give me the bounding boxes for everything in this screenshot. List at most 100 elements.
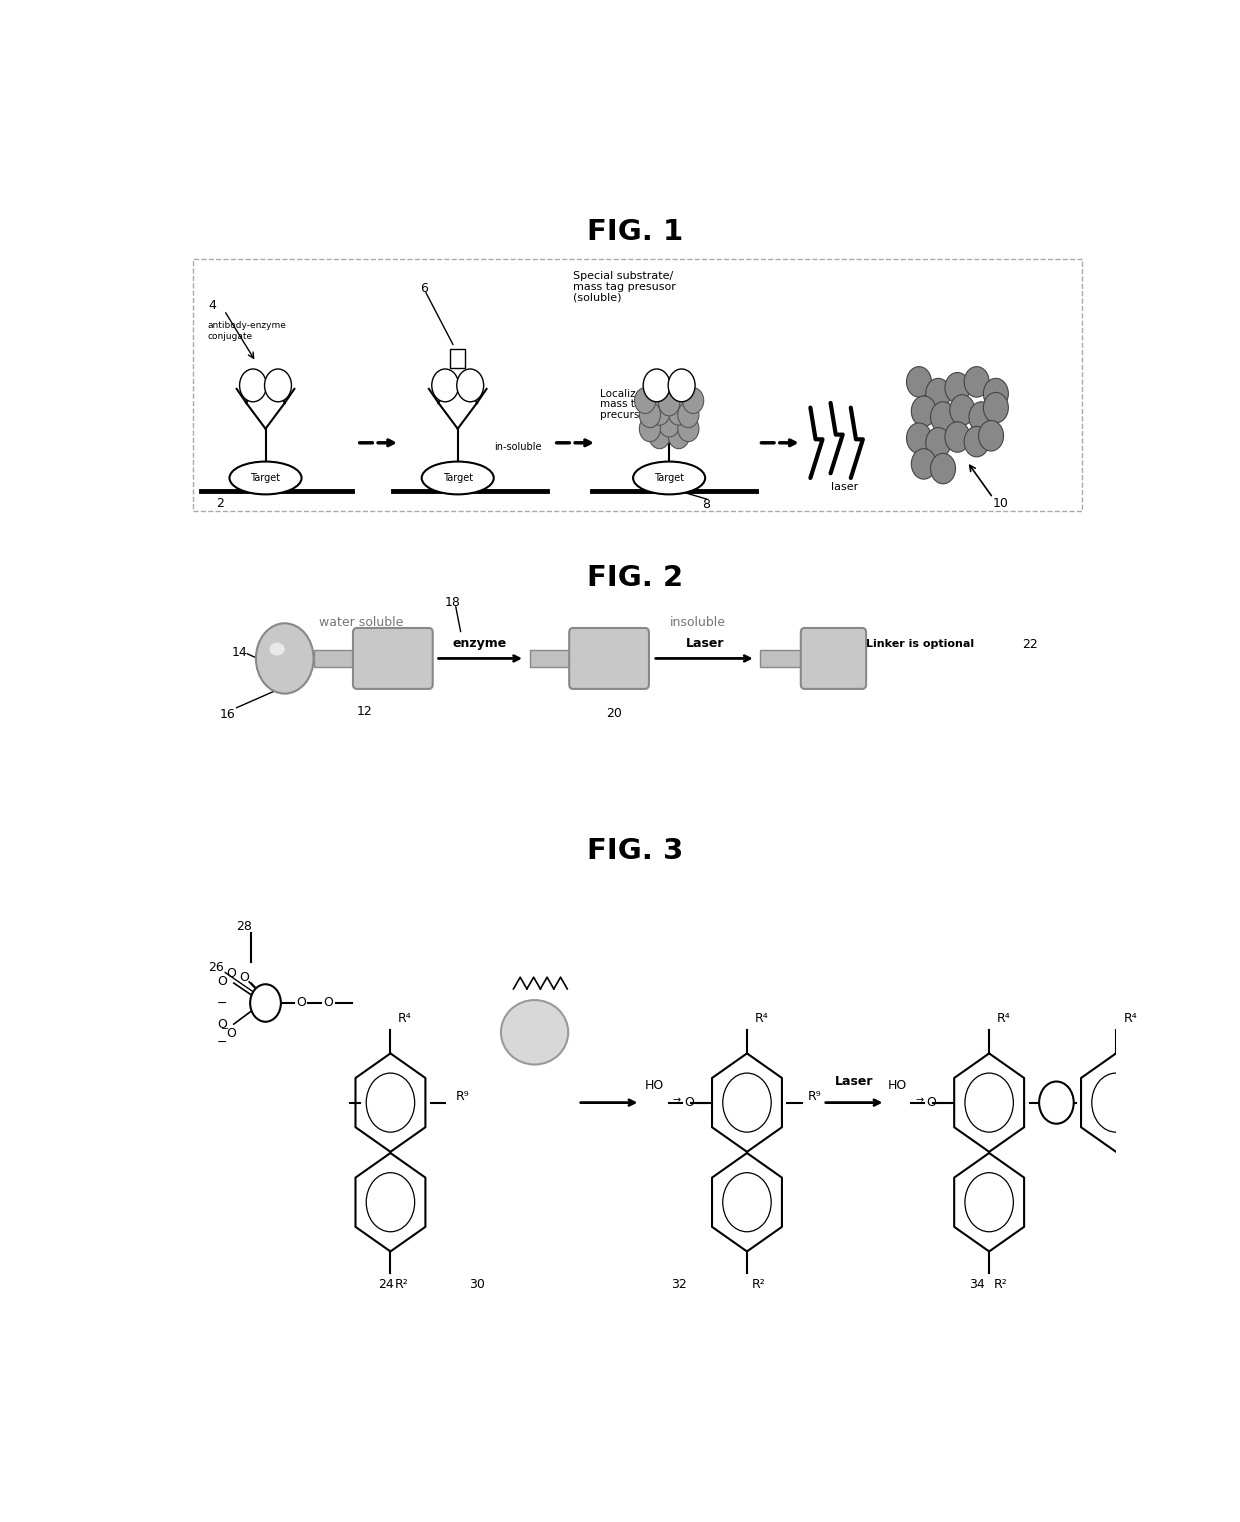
Bar [760,650,804,667]
FancyBboxPatch shape [353,629,433,689]
Text: Laser: Laser [686,636,724,650]
Text: +: + [939,412,947,422]
Text: O: O [684,1096,694,1110]
Circle shape [978,420,1003,451]
Ellipse shape [422,461,494,495]
Text: 12: 12 [357,705,372,718]
Circle shape [983,379,1008,409]
Text: +: + [987,431,996,441]
Circle shape [239,368,267,402]
Text: mass tag presusor: mass tag presusor [573,282,676,292]
Circle shape [678,416,699,441]
FancyBboxPatch shape [801,629,866,689]
Circle shape [950,394,975,425]
Circle shape [658,411,680,437]
Text: 4: 4 [208,300,217,312]
Text: O: O [226,1027,236,1040]
Text: HO: HO [888,1079,906,1091]
Text: −: − [217,1036,227,1049]
Text: Laser: Laser [836,1075,874,1088]
Ellipse shape [634,461,706,495]
Circle shape [682,388,704,414]
Circle shape [635,388,656,414]
Ellipse shape [269,642,285,656]
Text: R⁴: R⁴ [997,1012,1011,1024]
Circle shape [1039,1082,1074,1123]
Text: +: + [825,648,843,668]
Circle shape [930,454,956,484]
Bar [450,349,465,368]
Text: 10: 10 [993,498,1008,510]
Text: R⁹: R⁹ [807,1090,821,1103]
Text: →: → [673,1096,681,1105]
Text: E: E [275,380,280,390]
Circle shape [945,422,970,452]
Text: 28: 28 [237,921,252,933]
Bar [314,650,357,667]
Text: O: O [324,997,332,1009]
Text: 26: 26 [207,962,223,974]
Circle shape [911,396,936,426]
Circle shape [250,985,281,1021]
Circle shape [640,402,661,428]
Text: R²: R² [751,1278,765,1291]
Text: O: O [226,966,236,980]
Text: Localized: Localized [600,388,649,399]
Ellipse shape [501,1000,568,1064]
Text: E: E [653,380,660,390]
Text: Linker is optional: Linker is optional [866,639,975,650]
Circle shape [255,624,314,694]
Text: HO: HO [645,1079,665,1091]
Circle shape [264,368,291,402]
Text: P: P [262,998,269,1008]
Text: +: + [992,403,999,412]
Text: linker: linker [769,654,794,664]
Circle shape [965,426,990,457]
Circle shape [668,399,689,425]
Ellipse shape [229,461,301,495]
Circle shape [926,428,951,458]
Text: ⊕: ⊕ [1050,1096,1063,1110]
Circle shape [668,368,696,402]
Circle shape [649,399,670,425]
Text: O: O [296,997,306,1009]
Circle shape [965,367,990,397]
FancyBboxPatch shape [569,629,649,689]
Circle shape [945,373,970,403]
Text: mass tag/: mass tag/ [600,399,651,409]
Text: O: O [239,971,249,983]
Text: conjugate: conjugate [208,332,253,341]
Text: linker: linker [538,654,563,664]
Text: insoluble: insoluble [670,615,725,629]
Text: O: O [926,1096,936,1110]
Circle shape [649,423,670,449]
Bar [529,650,573,667]
Text: R²: R² [993,1278,1008,1291]
Text: Target: Target [250,473,280,482]
Text: in-soluble: in-soluble [495,443,542,452]
Text: +: + [934,388,942,399]
Text: O: O [217,976,227,988]
Text: −: − [221,1024,229,1033]
Text: water soluble: water soluble [320,615,404,629]
Text: linker: linker [324,654,348,664]
Text: AP: AP [526,1026,544,1040]
Text: 32: 32 [671,1278,687,1291]
Text: E: E [467,380,472,390]
Text: 20: 20 [606,708,622,720]
Text: 14: 14 [232,645,248,659]
Circle shape [926,379,951,409]
Circle shape [640,416,661,441]
Text: 18: 18 [445,595,461,609]
Text: FIG. 1: FIG. 1 [588,218,683,247]
Text: Target: Target [653,473,684,482]
Text: Target: Target [443,473,472,482]
Text: R²: R² [396,1278,409,1291]
Text: →: → [916,1096,924,1105]
Text: +: + [972,377,981,387]
Circle shape [658,390,680,416]
Bar [193,259,1083,511]
Text: R⁴: R⁴ [1123,1012,1137,1024]
Text: enzyme: enzyme [453,636,507,650]
Text: E: E [680,380,684,390]
